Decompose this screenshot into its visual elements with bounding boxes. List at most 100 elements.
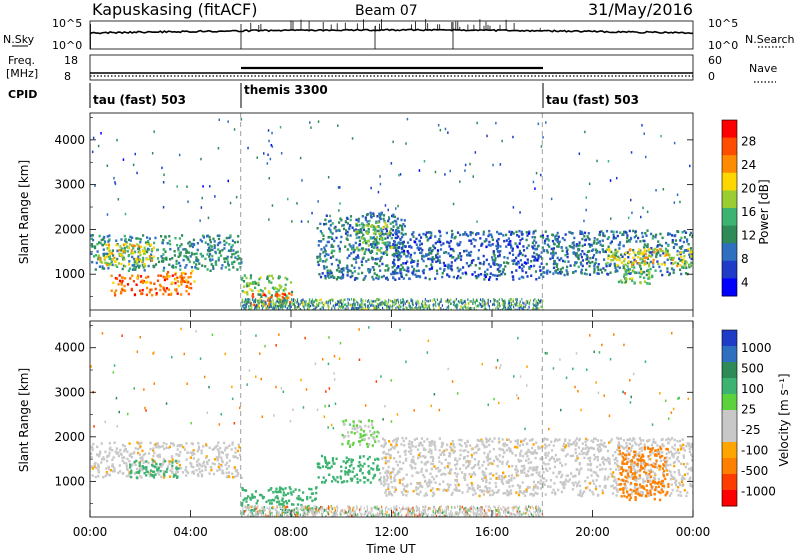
data-cell [467,460,471,463]
data-cell [578,152,581,155]
data-cell [616,269,619,273]
data-cell [605,262,608,266]
data-cell [385,303,387,307]
data-cell [562,444,565,448]
data-cell [628,476,631,479]
data-cell [405,255,408,258]
data-cell [151,474,154,477]
data-cell [439,240,442,244]
data-cell [646,229,649,232]
freq-left-tick-bottom: 8 [64,70,71,83]
data-cell [502,300,505,303]
data-cell [395,255,399,258]
data-cell [396,437,399,440]
data-cell [418,239,421,243]
data-cell [301,299,303,302]
data-cell [341,276,344,280]
data-cell [276,295,279,298]
data-cell [335,303,337,306]
data-cell [556,240,559,244]
data-cell [374,306,376,310]
data-cell [148,255,151,258]
data-cell [362,437,365,441]
data-cell [411,306,413,309]
data-cell [491,489,494,492]
data-cell [367,228,370,231]
data-cell [386,304,388,308]
data-cell [98,234,101,238]
data-cell [581,237,584,241]
data-cell [209,244,212,247]
data-cell [479,303,482,306]
data-cell [410,443,413,446]
data-cell [578,468,581,472]
data-cell [680,255,683,259]
data-cell [218,468,221,471]
data-cell [518,266,521,269]
data-cell [386,306,388,310]
data-cell [534,456,537,460]
data-cell [200,206,203,209]
data-cell [426,307,428,310]
data-cell [379,175,381,178]
data-cell [444,173,446,176]
data-cell [226,255,229,259]
data-cell [170,442,173,445]
data-cell [364,275,367,278]
data-cell [524,437,527,441]
data-cell [260,301,263,304]
data-cell [578,472,581,476]
data-cell [425,235,428,239]
data-cell [299,302,301,306]
data-cell [446,298,449,302]
data-cell [401,266,404,269]
data-cell [518,242,521,245]
data-cell [317,240,321,243]
data-cell [339,217,342,220]
data-cell [342,267,345,270]
data-cell [269,303,272,306]
data-cell [668,256,671,260]
data-cell [477,257,480,261]
data-cell [251,493,254,496]
data-cell [566,252,569,256]
data-cell [384,251,387,255]
data-cell [375,236,379,239]
data-cell [381,241,384,244]
data-cell [281,292,284,296]
data-cell [335,269,339,272]
data-cell [396,305,398,309]
data-cell [159,463,162,466]
data-cell [130,249,133,252]
data-cell [522,276,525,279]
data-cell [420,307,422,310]
data-cell [376,468,379,472]
data-cell [382,226,385,229]
data-cell [323,456,327,459]
data-cell [431,487,434,490]
data-cell [153,282,156,285]
data-cell [689,484,692,488]
data-cell [109,446,112,450]
data-cell [633,251,636,254]
data-cell [300,503,303,507]
data-cell [122,472,125,475]
data-cell [362,226,365,229]
data-cell [575,255,578,258]
data-cell [192,470,195,473]
data-cell [641,491,644,494]
data-cell [382,214,386,217]
data-cell [536,245,540,248]
data-cell [380,482,383,485]
data-cell [308,306,310,309]
data-cell [676,456,679,459]
data-cell [639,267,643,271]
data-cell [508,479,511,482]
data-cell [459,268,462,271]
data-cell [392,276,395,279]
data-cell [435,301,437,304]
data-cell [350,463,353,467]
data-cell [469,254,472,257]
data-cell [257,283,260,287]
